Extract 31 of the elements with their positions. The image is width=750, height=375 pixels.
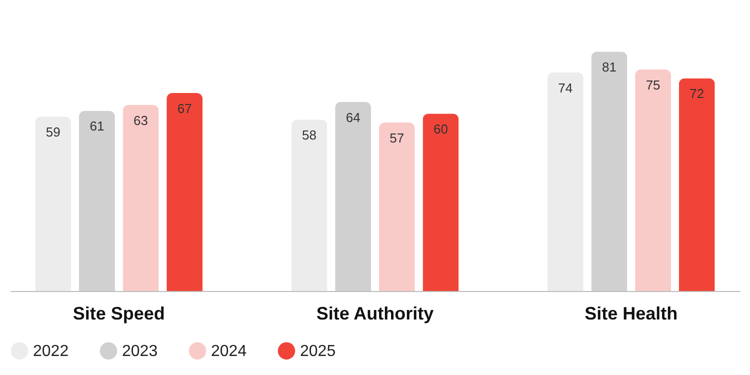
data-label: 75 bbox=[646, 77, 660, 92]
data-label: 64 bbox=[346, 110, 360, 125]
legend-label: 2022 bbox=[33, 342, 69, 360]
data-label: 81 bbox=[602, 60, 616, 75]
data-label: 59 bbox=[46, 124, 60, 140]
data-label: 61 bbox=[90, 118, 104, 134]
bar bbox=[122, 104, 159, 291]
bar bbox=[635, 69, 672, 291]
x-tick-label: Site Authority bbox=[316, 304, 434, 324]
x-tick-label: Site Health bbox=[584, 304, 678, 324]
bar bbox=[422, 114, 459, 291]
data-label: 58 bbox=[302, 128, 317, 143]
bar bbox=[35, 116, 72, 291]
bar bbox=[291, 120, 328, 291]
data-label: 63 bbox=[134, 112, 148, 128]
bar bbox=[78, 110, 115, 291]
bar bbox=[547, 72, 584, 291]
bar bbox=[378, 122, 415, 291]
data-label: 74 bbox=[558, 80, 573, 96]
bar bbox=[335, 102, 372, 291]
bar bbox=[591, 52, 628, 291]
data-label: 57 bbox=[390, 130, 404, 146]
data-label: 60 bbox=[433, 122, 448, 137]
legend-label: 2023 bbox=[122, 342, 158, 360]
legend-label: 2025 bbox=[300, 342, 336, 360]
bar bbox=[166, 92, 203, 291]
legend-label: 2024 bbox=[211, 342, 247, 360]
x-tick-label: Site Speed bbox=[72, 304, 165, 324]
bar bbox=[678, 78, 715, 291]
data-label: 67 bbox=[177, 100, 192, 116]
data-label: 72 bbox=[690, 86, 704, 102]
